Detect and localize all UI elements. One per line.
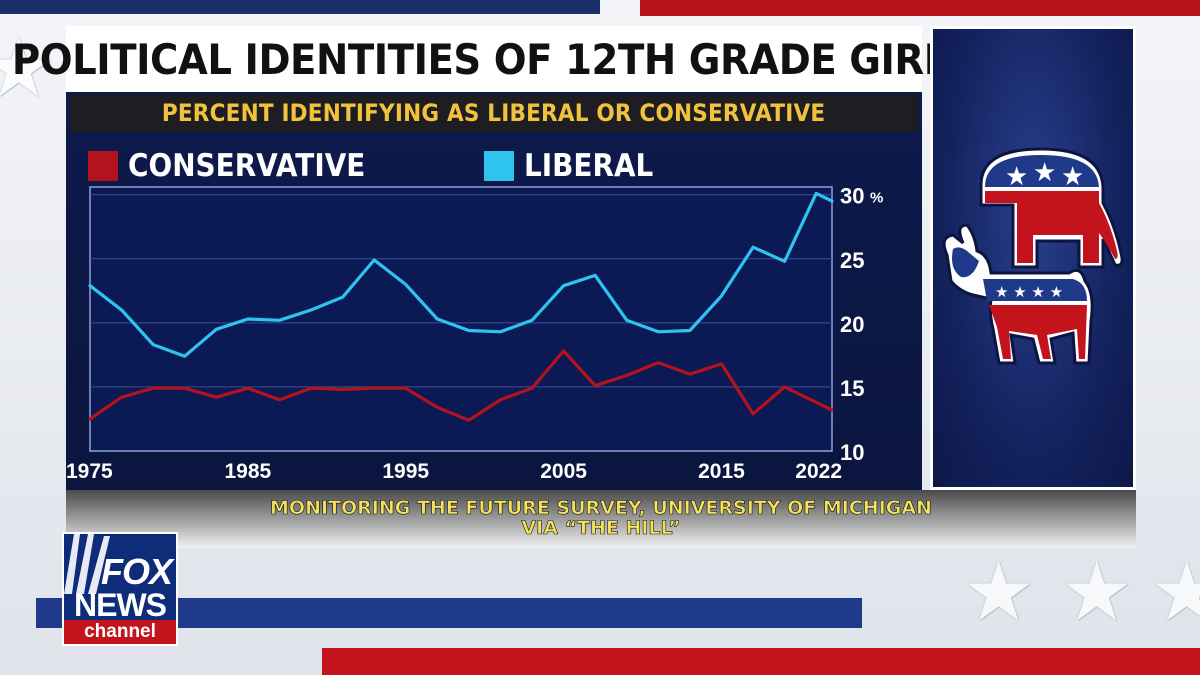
svg-text:★: ★ xyxy=(1005,162,1028,192)
title-box: POLITICAL IDENTITIES OF 12TH GRADE GIRLS xyxy=(12,26,976,92)
logo-rays-icon xyxy=(64,534,110,594)
chart-title: POLITICAL IDENTITIES OF 12TH GRADE GIRLS xyxy=(12,34,976,84)
logo-fox-text: FOX xyxy=(100,551,173,592)
elephant-icon: ★ ★ ★ xyxy=(979,147,1124,269)
legend-label-liberal: LIBERAL xyxy=(523,148,654,184)
y-tick-label: 30 xyxy=(840,184,864,209)
source-line-1: MONITORING THE FUTURE SURVEY, UNIVERSITY… xyxy=(270,497,933,519)
series-line-liberal xyxy=(88,191,834,358)
background-star-icon: ★ xyxy=(1150,545,1200,640)
line-chart: 10 15 20 25 30 % 1975 1985 1995 2005 2015 2022 xyxy=(66,184,883,483)
x-tick-label: 2015 xyxy=(698,460,745,483)
svg-text:★ ★ ★ ★: ★ ★ ★ ★ xyxy=(995,283,1063,301)
y-tick-label: 25 xyxy=(840,248,864,273)
legend-item-liberal: LIBERAL xyxy=(483,148,668,184)
top-blue-band xyxy=(0,0,600,14)
chart-legend: CONSERVATIVE LIBERAL xyxy=(88,148,759,184)
source-line-2: VIA “THE HILL” xyxy=(521,517,681,539)
x-tick-label: 2005 xyxy=(540,460,587,483)
fox-news-logo: FOX NEWS channel xyxy=(62,532,178,646)
legend-item-conservative: CONSERVATIVE xyxy=(88,148,392,184)
x-tick-label: 1985 xyxy=(225,460,272,483)
legend-label-conservative: CONSERVATIVE xyxy=(128,148,366,184)
svg-text:★: ★ xyxy=(1061,162,1084,192)
legend-swatch-conservative xyxy=(88,151,118,181)
logo-channel-text: channel xyxy=(64,620,176,644)
x-tick-label: 2022 xyxy=(795,460,842,483)
y-unit-label: % xyxy=(870,190,883,207)
background-star-icon: ★ xyxy=(962,545,1036,640)
background-star-icon: ★ xyxy=(1060,545,1134,640)
series-line-conservative xyxy=(88,349,834,422)
donkey-icon: ★ ★ ★ ★ xyxy=(942,223,1094,365)
x-tick-label: 1975 xyxy=(66,460,113,483)
x-tick-label: 1995 xyxy=(382,460,429,483)
subtitle-bar: PERCENT IDENTIFYING AS LIBERAL OR CONSER… xyxy=(70,94,918,132)
chart-panel: PERCENT IDENTIFYING AS LIBERAL OR CONSER… xyxy=(66,92,922,490)
source-box: MONITORING THE FUTURE SURVEY, UNIVERSITY… xyxy=(66,490,1136,548)
chart-subtitle: PERCENT IDENTIFYING AS LIBERAL OR CONSER… xyxy=(162,99,826,127)
top-red-band xyxy=(640,0,1200,16)
plot-area xyxy=(89,186,833,452)
bottom-red-band xyxy=(322,648,1200,675)
democrat-republican-icon: ★ ★ ★ ★ ★ ★ ★ xyxy=(942,147,1124,365)
side-panel: ★ ★ ★ ★ ★ ★ ★ xyxy=(930,26,1136,490)
legend-swatch-liberal xyxy=(483,151,514,181)
logo-news-text: NEWS xyxy=(74,587,167,623)
y-tick-label: 10 xyxy=(840,440,864,465)
background-star-icon: ★ xyxy=(0,21,56,116)
svg-text:★: ★ xyxy=(1033,158,1056,188)
y-tick-label: 20 xyxy=(840,312,864,337)
y-tick-label: 15 xyxy=(840,376,864,401)
